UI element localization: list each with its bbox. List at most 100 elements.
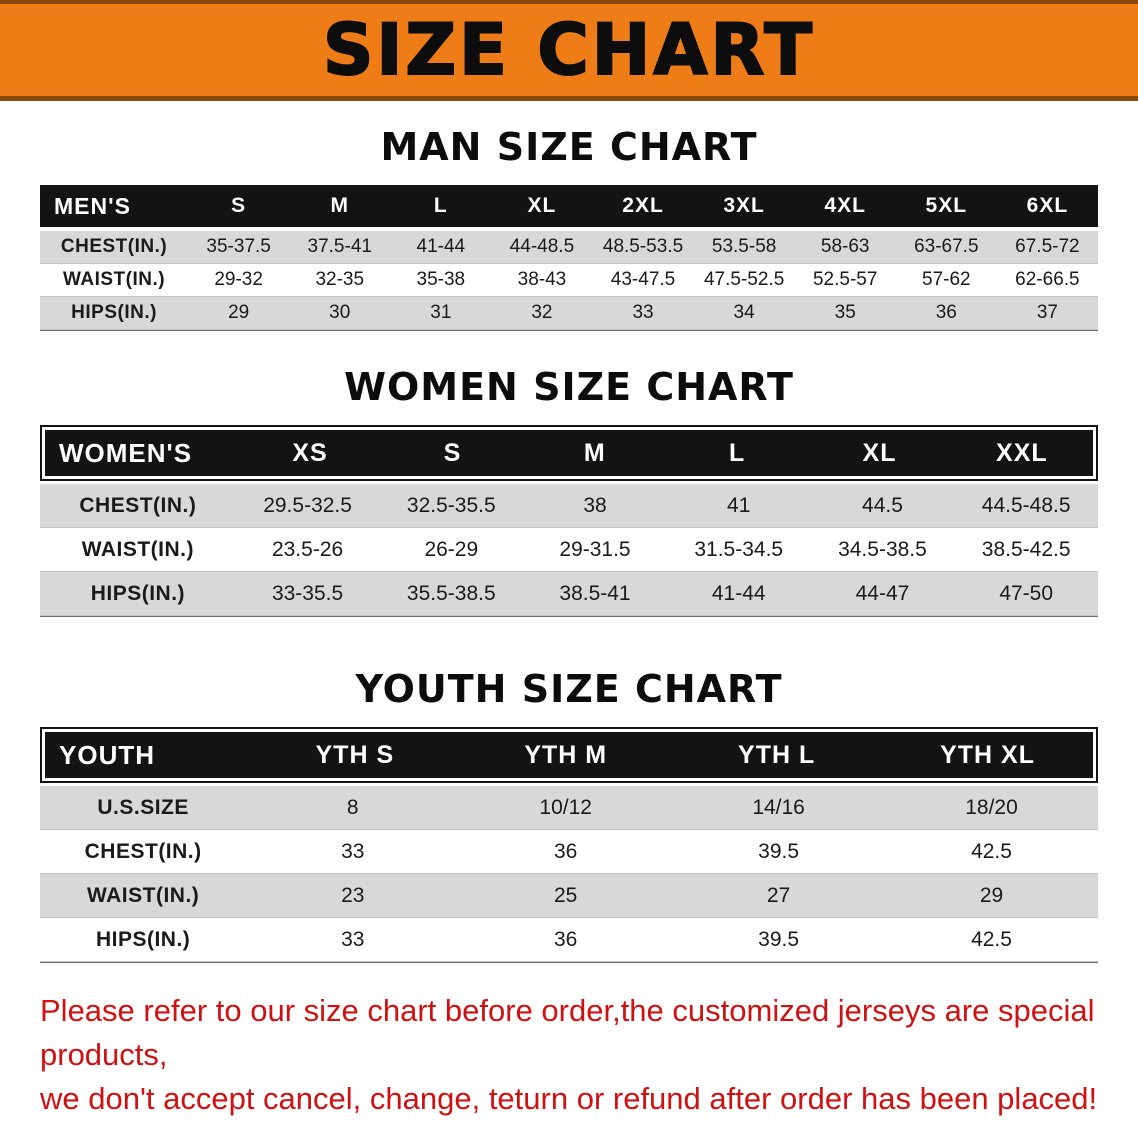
table-cell: 57-62	[922, 269, 971, 290]
row-label: WAIST(IN.)	[81, 537, 195, 561]
table-row: U.S.SIZE 8 10/12 14/16 18/20	[40, 786, 1098, 830]
table-cell: 67.5-72	[1015, 236, 1080, 257]
table-cell: 32.5-35.5	[406, 493, 496, 517]
row-label: CHEST(IN.)	[60, 236, 168, 257]
table-row: WAIST(IN.) 23.5-26 26-29 29-31.5 31.5-34…	[40, 528, 1098, 572]
table-cell: 23	[341, 883, 365, 907]
table-cell: 30	[329, 302, 351, 323]
table-cell: 31	[430, 302, 452, 323]
table-cell: 41-44	[416, 236, 466, 257]
table-row: HIPS(IN.) 29 30 31 32 33 34 35 36 37	[40, 297, 1098, 330]
page-title: SIZE CHART	[322, 9, 816, 91]
youth-table-label: YOUTH	[59, 739, 155, 770]
table-cell: 44-48.5	[509, 236, 575, 257]
size-column-header: 4XL	[824, 194, 866, 217]
size-column-header: 5XL	[925, 194, 968, 217]
table-cell: 44.5-48.5	[981, 493, 1071, 517]
women-table-header-row: WOMEN'S XS S M L XL XXL	[45, 430, 1093, 476]
men-table-header-row: MEN'S S M L XL 2XL 3XL 4XL 5XL 6XL	[40, 185, 1098, 227]
table-cell: 58-63	[820, 236, 870, 257]
table-cell: 29	[979, 883, 1004, 907]
size-column-header: 2XL	[622, 194, 664, 217]
table-cell: 47.5-52.5	[703, 269, 785, 290]
table-cell: 35.5-38.5	[406, 581, 496, 605]
table-cell: 36	[554, 839, 578, 863]
table-cell: 33	[341, 839, 365, 863]
size-column-header: YTH S	[315, 740, 395, 769]
table-cell: 14/16	[752, 795, 805, 819]
women-size-table: WOMEN'S XS S M L XL XXL CHEST(IN.) 29.5-…	[40, 425, 1098, 617]
size-column-header: L	[728, 438, 746, 467]
youth-table-header-frame: YOUTH YTH S YTH M YTH L YTH XL	[40, 727, 1098, 783]
table-cell: 8	[346, 795, 359, 819]
table-cell: 34.5-38.5	[838, 537, 927, 561]
row-label: WAIST(IN.)	[86, 883, 200, 907]
size-column-header: M	[330, 194, 349, 217]
table-cell: 38.5-42.5	[981, 537, 1071, 561]
table-cell: 23.5-26	[271, 537, 344, 561]
table-cell: 47-50	[999, 581, 1054, 605]
size-column-header: S	[443, 438, 462, 467]
row-label: CHEST(IN.)	[84, 839, 202, 863]
table-cell: 53.5-58	[711, 236, 777, 257]
row-label: WAIST(IN.)	[63, 269, 166, 290]
size-column-header: YTH L	[738, 740, 816, 769]
table-cell: 41-44	[711, 581, 766, 605]
table-cell: 35-37.5	[206, 236, 271, 257]
table-cell: 35-38	[416, 269, 466, 290]
table-cell: 37.5-41	[307, 236, 372, 257]
table-cell: 32	[531, 302, 553, 323]
table-cell: 10/12	[539, 795, 592, 819]
size-column-header: YTH XL	[940, 740, 1035, 769]
table-row: WAIST(IN.) 23 25 27 29	[40, 874, 1098, 918]
size-column-header: 3XL	[723, 194, 765, 217]
women-section-heading: WOMEN SIZE CHART	[344, 365, 794, 409]
table-cell: 44.5	[862, 493, 903, 517]
row-label: HIPS(IN.)	[95, 927, 191, 951]
table-cell: 42.5	[971, 839, 1012, 863]
table-cell: 29.5-32.5	[263, 493, 352, 517]
table-cell: 27	[766, 883, 791, 907]
table-cell: 29	[228, 302, 250, 323]
table-cell: 43-47.5	[610, 269, 676, 290]
table-cell: 41	[727, 493, 751, 517]
table-cell: 38-43	[517, 269, 567, 290]
youth-table-header-row: YOUTH YTH S YTH M YTH L YTH XL	[45, 732, 1093, 778]
table-row: HIPS(IN.) 33-35.5 35.5-38.5 38.5-41 41-4…	[40, 572, 1098, 616]
table-cell: 38.5-41	[559, 581, 631, 605]
row-label: HIPS(IN.)	[90, 581, 186, 605]
table-cell: 42.5	[971, 927, 1012, 951]
youth-section-heading: YOUTH SIZE CHART	[355, 667, 783, 711]
table-row: CHEST(IN.) 33 36 39.5 42.5	[40, 830, 1098, 874]
size-column-header: XL	[862, 438, 897, 467]
table-cell: 32-35	[315, 269, 365, 290]
size-column-header: M	[583, 438, 606, 467]
table-cell: 36	[554, 927, 578, 951]
table-cell: 26-29	[424, 537, 479, 561]
table-cell: 33	[632, 302, 654, 323]
women-table-header-frame: WOMEN'S XS S M L XL XXL	[40, 425, 1098, 481]
size-column-header: S	[231, 194, 247, 217]
table-cell: 39.5	[758, 839, 800, 863]
table-cell: 25	[554, 883, 578, 907]
table-cell: 18/20	[965, 795, 1018, 819]
men-section-heading: MAN SIZE CHART	[380, 125, 758, 169]
table-cell: 29-32	[214, 269, 263, 290]
youth-size-table: YOUTH YTH S YTH M YTH L YTH XL U.S.SIZE …	[40, 727, 1098, 963]
size-column-header: YTH M	[524, 740, 608, 769]
table-row: CHEST(IN.) 29.5-32.5 32.5-35.5 38 41 44.…	[40, 484, 1098, 528]
row-label: U.S.SIZE	[97, 795, 189, 819]
row-label: HIPS(IN.)	[71, 302, 157, 323]
size-column-header: XXL	[996, 438, 1048, 467]
size-column-header: L	[433, 194, 448, 217]
table-cell: 35	[834, 302, 856, 323]
table-cell: 38	[583, 493, 607, 517]
banner: SIZE CHART	[0, 0, 1138, 101]
table-cell: 34	[733, 302, 755, 323]
table-cell: 33	[341, 927, 365, 951]
table-cell: 44-47	[855, 581, 910, 605]
table-cell: 29-31.5	[559, 537, 631, 561]
table-cell: 62-66.5	[1015, 269, 1080, 290]
size-column-header: XS	[292, 438, 328, 467]
